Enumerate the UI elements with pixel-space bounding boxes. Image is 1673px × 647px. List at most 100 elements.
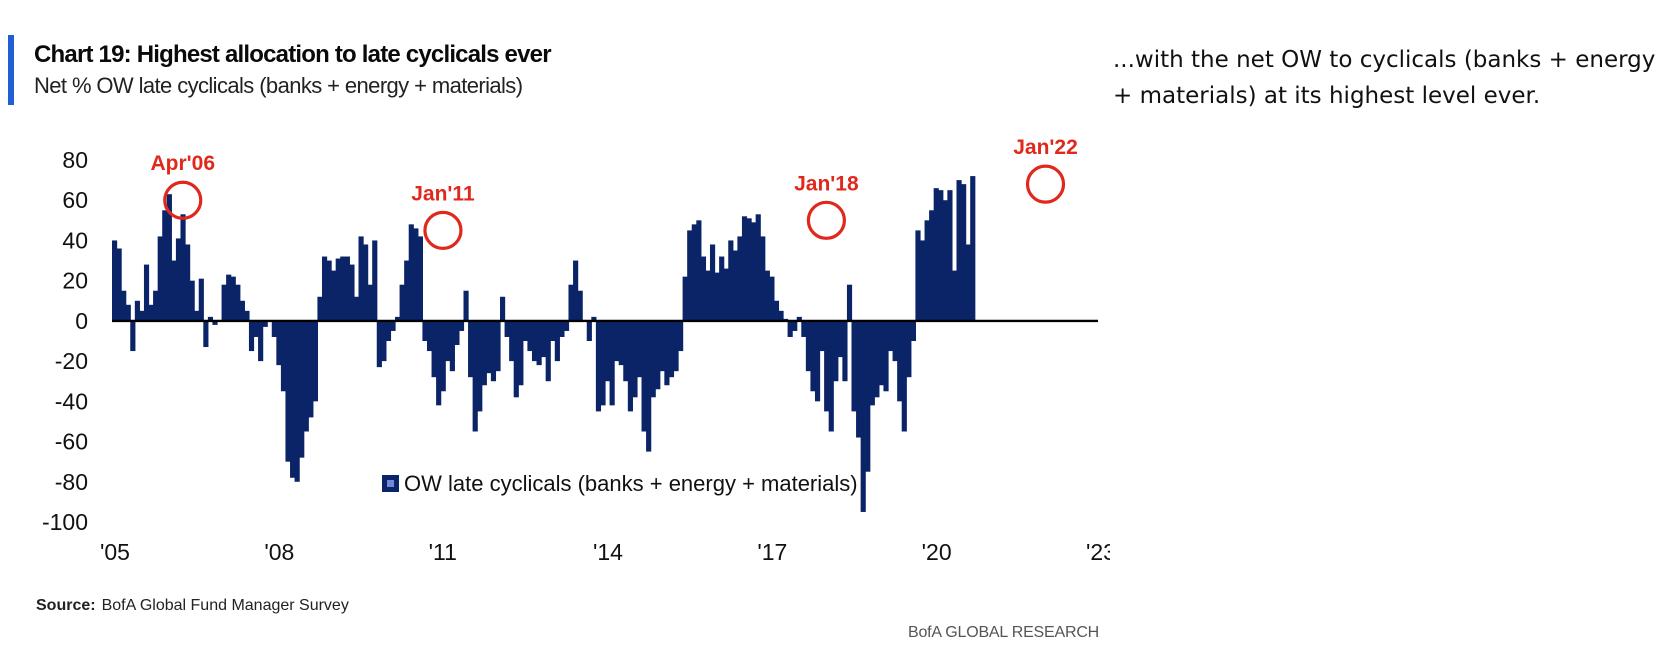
x-tick-label: '17	[757, 539, 787, 565]
bar	[299, 320, 305, 458]
bar	[883, 320, 889, 392]
annotation-label: Jan'11	[411, 182, 475, 205]
bar	[500, 296, 506, 321]
bar	[897, 320, 903, 402]
x-tick-label: '14	[593, 539, 623, 565]
title-accent-bar	[8, 35, 14, 105]
x-tick-label: '20	[922, 539, 952, 565]
bar	[290, 320, 296, 478]
bar	[705, 270, 711, 321]
bar	[349, 264, 355, 321]
bar	[258, 320, 264, 362]
bar	[933, 188, 939, 321]
bar	[938, 190, 944, 321]
legend-swatch-inner	[387, 480, 394, 487]
bar	[518, 320, 524, 386]
annotation-circle	[806, 200, 846, 240]
bar	[646, 320, 652, 452]
bar	[331, 270, 337, 321]
bar	[550, 320, 556, 341]
bar	[819, 320, 825, 352]
bar	[805, 320, 812, 372]
bar	[363, 244, 369, 321]
bar	[714, 272, 720, 321]
source-text: BofA Global Fund Manager Survey	[101, 597, 349, 614]
bar	[591, 316, 597, 321]
bar	[308, 320, 314, 418]
bar	[796, 316, 802, 321]
bar	[312, 320, 319, 402]
bar	[440, 320, 446, 392]
bar	[276, 320, 282, 366]
legend-label: OW late cyclicals (banks + energy + mate…	[404, 471, 858, 496]
bar	[719, 256, 725, 321]
y-tick-label: -60	[55, 429, 88, 455]
bar	[198, 278, 204, 321]
bar	[153, 290, 159, 321]
bar	[956, 180, 962, 321]
bar	[929, 210, 935, 321]
bar	[970, 176, 976, 321]
bar	[696, 220, 702, 321]
bar	[399, 284, 405, 321]
bar	[353, 296, 360, 321]
bar	[760, 236, 766, 321]
commentary-text: ...with the net OW to cyclicals (banks +…	[1113, 47, 1656, 109]
bar	[527, 320, 533, 352]
bar	[755, 214, 761, 321]
annotation-label: Apr'06	[150, 152, 215, 175]
bar	[125, 304, 131, 321]
annotation-label: Jan'18	[794, 172, 859, 195]
bar	[495, 320, 501, 372]
bar	[449, 320, 455, 372]
bar	[668, 320, 675, 378]
y-tick-label: 80	[62, 147, 88, 173]
bar	[901, 320, 907, 432]
bar	[271, 320, 277, 337]
bar	[545, 320, 551, 382]
bar	[924, 220, 930, 321]
bar	[344, 256, 350, 321]
bar	[700, 256, 707, 321]
bar	[340, 256, 346, 321]
y-tick-label: -40	[55, 388, 88, 414]
bar	[728, 240, 734, 321]
bar	[778, 310, 784, 321]
bar	[112, 240, 118, 321]
bar	[212, 320, 218, 325]
bar	[445, 320, 451, 362]
bar	[139, 310, 145, 321]
bar	[792, 320, 798, 331]
bar	[171, 260, 177, 321]
bar	[878, 320, 885, 386]
bar	[504, 320, 510, 337]
bar	[810, 320, 816, 392]
bar	[837, 320, 843, 358]
bar	[769, 276, 775, 321]
bar	[490, 320, 497, 382]
bar	[335, 258, 341, 321]
bar	[472, 320, 478, 432]
chart-title: Chart 19: Highest allocation to late cyc…	[34, 41, 552, 68]
bar	[618, 320, 624, 366]
bar	[947, 190, 953, 321]
bar	[600, 320, 606, 406]
bar	[659, 320, 665, 372]
bar	[175, 238, 182, 321]
bar	[632, 320, 638, 398]
bar	[586, 320, 592, 341]
bar	[865, 320, 871, 472]
bar	[203, 320, 209, 348]
bar	[303, 320, 309, 432]
bar	[481, 320, 487, 386]
bar	[486, 320, 492, 374]
x-tick-label: '11	[429, 539, 457, 565]
bar	[856, 320, 862, 438]
bar	[422, 320, 428, 341]
y-tick-label: -100	[42, 509, 88, 535]
bar	[801, 320, 807, 337]
bar	[358, 236, 364, 321]
bar	[436, 320, 442, 406]
bar	[143, 264, 150, 321]
bar	[687, 230, 693, 321]
